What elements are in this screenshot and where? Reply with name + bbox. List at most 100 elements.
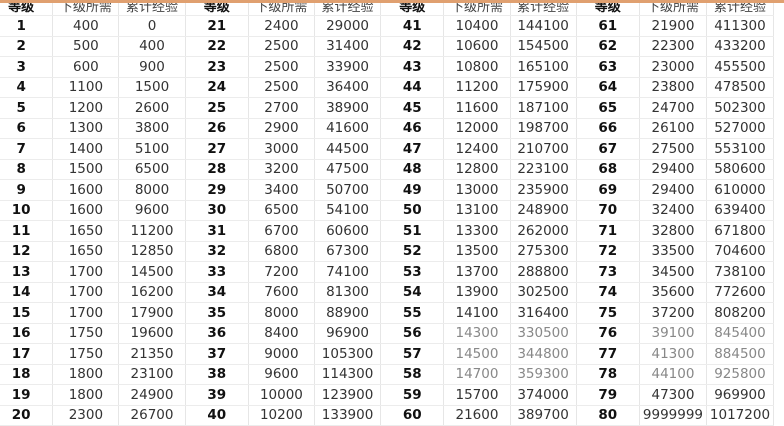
table-row: 13 1700 14500 33 7200 74100 53 13700 288800 73 345… — [0, 261, 775, 283]
next-required-cell: 2500 — [248, 77, 315, 98]
cumulative-exp-cell: 74100 — [314, 261, 382, 283]
next-required-cell: 1500 — [52, 159, 120, 180]
level-cell: 29 — [185, 179, 249, 201]
level-cell: 4 — [0, 77, 54, 98]
level-cell: 24 — [185, 77, 249, 98]
level-cell: 55 — [380, 302, 445, 324]
cumulative-exp-cell: 16200 — [118, 282, 186, 303]
cumulative-exp-cell: 36400 — [314, 77, 382, 98]
level-cell: 50 — [380, 200, 445, 221]
cumulative-exp-cell: 502300 — [706, 97, 775, 119]
cumulative-exp-cell: 845400 — [706, 323, 775, 344]
cumulative-exp-cell: 21350 — [118, 343, 186, 365]
level-cell: 8 — [0, 159, 54, 180]
table-row: 6 1300 3800 26 2900 41600 46 12000 198700 66 26100… — [0, 118, 775, 139]
cumulative-exp-cell: 9600 — [118, 200, 186, 221]
next-required-cell: 23800 — [639, 77, 707, 98]
cumulative-exp-cell: 433200 — [706, 36, 775, 57]
next-required-cell: 1100 — [52, 77, 120, 98]
level-cell: 60 — [380, 405, 445, 426]
next-required-cell: 9999999 — [639, 405, 707, 426]
cumulative-exp-cell: 19600 — [118, 323, 186, 344]
cumulative-exp-cell: 5100 — [118, 138, 186, 160]
next-required-cell: 10800 — [443, 56, 511, 78]
next-required-cell: 10400 — [443, 15, 511, 37]
next-required-cell: 7200 — [248, 261, 315, 283]
next-required-cell: 6700 — [248, 220, 315, 242]
cumulative-exp-cell: 88900 — [314, 302, 382, 324]
level-cell: 11 — [0, 220, 54, 242]
table-row: 3 600 900 23 2500 33900 43 10800 165100 63 23000 45… — [0, 56, 775, 78]
cumulative-exp-cell: 23100 — [118, 364, 186, 385]
cumulative-exp-cell: 389700 — [510, 405, 577, 426]
level-cell: 20 — [0, 405, 54, 426]
level-cell: 65 — [576, 97, 640, 119]
cumulative-exp-cell: 400 — [118, 36, 186, 57]
table-row: 15 1700 17900 35 8000 88900 55 14100 316400 75 372… — [0, 302, 775, 324]
level-cell: 44 — [380, 77, 445, 98]
cumulative-exp-cell: 738100 — [706, 261, 775, 283]
next-required-cell: 29400 — [639, 179, 707, 201]
level-cell: 68 — [576, 159, 640, 180]
table-row: 2 500 400 22 2500 31400 42 10600 154500 62 22300 43… — [0, 36, 775, 57]
header-next-required: 下级所需 — [443, 0, 511, 16]
level-cell: 2 — [0, 36, 54, 57]
cumulative-exp-cell: 33900 — [314, 56, 382, 78]
next-required-cell: 1600 — [52, 179, 120, 201]
cumulative-exp-cell: 165100 — [510, 56, 577, 78]
cumulative-exp-cell: 187100 — [510, 97, 577, 119]
header-cumulative-exp: 累计经验 — [314, 0, 382, 16]
next-required-cell: 15700 — [443, 384, 511, 406]
header-cumulative-exp: 累计经验 — [510, 0, 577, 16]
cumulative-exp-cell: 704600 — [706, 241, 775, 262]
level-cell: 40 — [185, 405, 249, 426]
header-level: 等级 — [185, 0, 249, 16]
level-cell: 47 — [380, 138, 445, 160]
level-cell: 7 — [0, 138, 54, 160]
next-required-cell: 1650 — [52, 241, 120, 262]
level-cell: 56 — [380, 323, 445, 344]
header-next-required: 下级所需 — [639, 0, 707, 16]
cumulative-exp-cell: 411300 — [706, 15, 775, 37]
level-cell: 69 — [576, 179, 640, 201]
cumulative-exp-cell: 344800 — [510, 343, 577, 365]
header-next-required: 下级所需 — [248, 0, 315, 16]
level-cell: 62 — [576, 36, 640, 57]
next-required-cell: 29400 — [639, 159, 707, 180]
cumulative-exp-cell: 41600 — [314, 118, 382, 139]
level-cell: 32 — [185, 241, 249, 262]
next-required-cell: 2400 — [248, 15, 315, 37]
cumulative-exp-cell: 114300 — [314, 364, 382, 385]
cumulative-exp-cell: 900 — [118, 56, 186, 78]
level-cell: 76 — [576, 323, 640, 344]
next-required-cell: 1600 — [52, 200, 120, 221]
next-required-cell: 1750 — [52, 343, 120, 365]
level-cell: 49 — [380, 179, 445, 201]
cumulative-exp-cell: 175900 — [510, 77, 577, 98]
cumulative-exp-cell: 29000 — [314, 15, 382, 37]
next-required-cell: 600 — [52, 56, 120, 78]
table-row: 5 1200 2600 25 2700 38900 45 11600 187100 65 24700… — [0, 97, 775, 119]
level-cell: 15 — [0, 302, 54, 324]
header-cumulative-exp: 累计经验 — [118, 0, 186, 16]
level-cell: 31 — [185, 220, 249, 242]
cumulative-exp-cell: 31400 — [314, 36, 382, 57]
cumulative-exp-cell: 123900 — [314, 384, 382, 406]
level-cell: 27 — [185, 138, 249, 160]
cumulative-exp-cell: 24900 — [118, 384, 186, 406]
level-cell: 52 — [380, 241, 445, 262]
level-cell: 77 — [576, 343, 640, 365]
cumulative-exp-cell: 38900 — [314, 97, 382, 119]
cumulative-exp-cell: 54100 — [314, 200, 382, 221]
cumulative-exp-cell: 671800 — [706, 220, 775, 242]
next-required-cell: 32400 — [639, 200, 707, 221]
level-cell: 45 — [380, 97, 445, 119]
level-cell: 10 — [0, 200, 54, 221]
table-row: 7 1400 5100 27 3000 44500 47 12400 210700 67 27500… — [0, 138, 775, 160]
next-required-cell: 2900 — [248, 118, 315, 139]
next-required-cell: 10200 — [248, 405, 315, 426]
cumulative-exp-cell: 275300 — [510, 241, 577, 262]
table-row: 9 1600 8000 29 3400 50700 49 13000 235900 69 29400… — [0, 179, 775, 201]
next-required-cell: 2500 — [248, 56, 315, 78]
